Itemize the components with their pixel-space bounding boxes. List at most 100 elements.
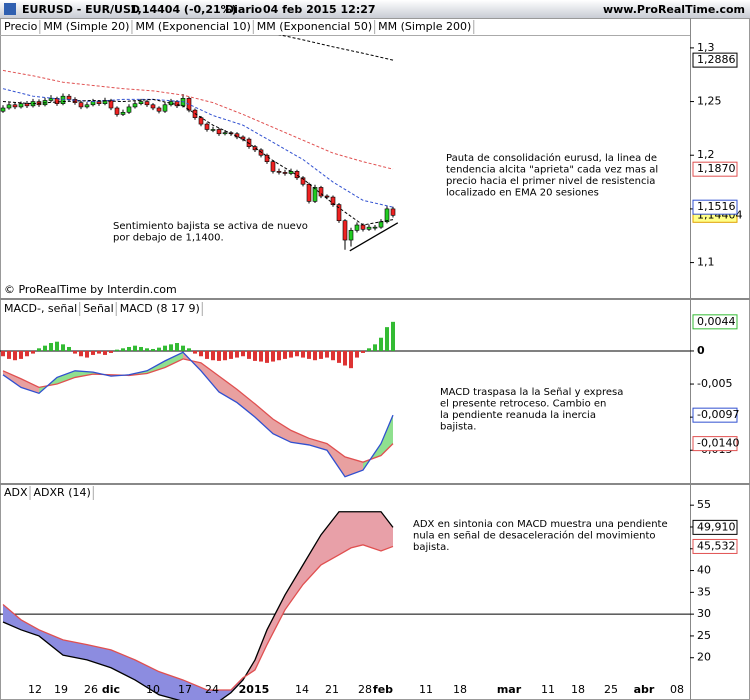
header-title: EURUSD - EUR/USD (22, 3, 140, 16)
histogram-bar (133, 345, 137, 351)
fill-band (201, 362, 219, 392)
candle-body (372, 226, 378, 229)
fill-band (309, 438, 327, 451)
value-label: 0,0044 (697, 315, 736, 328)
header-site: www.ProRealTime.com (603, 3, 745, 16)
fill-band (381, 511, 393, 551)
legend-entry[interactable]: MM (Simple 20) (43, 20, 129, 33)
candle-body (18, 103, 24, 108)
series-line (2, 511, 394, 700)
legend-entry[interactable]: Señal (83, 302, 114, 315)
histogram-bar (187, 348, 191, 351)
series-line (2, 69, 394, 170)
fill-band (21, 378, 39, 394)
legend-entry[interactable]: ADXR (14) (34, 486, 91, 499)
candle-body (282, 172, 288, 174)
candle-body (198, 117, 204, 125)
x-tick-label: 26 (84, 683, 98, 696)
candle-body (294, 171, 300, 179)
candle-body (252, 146, 258, 151)
legend-entry[interactable]: MM (Exponencial 50) (257, 20, 372, 33)
candle-body (156, 107, 162, 112)
x-tick-label: 2015 (239, 683, 270, 696)
candle-body (306, 183, 312, 202)
histogram-bar (253, 350, 257, 361)
fill-band (75, 370, 93, 378)
y-tick-label: 0 (697, 344, 705, 357)
value-label: 1,1870 (697, 162, 736, 175)
y-tick-label: -0,005 (697, 377, 732, 390)
candle-body (126, 106, 132, 113)
histogram-bar (283, 350, 287, 359)
histogram-bar (97, 350, 101, 354)
histogram-bar (331, 350, 335, 361)
candle-body (24, 103, 30, 107)
candle-body (348, 230, 354, 241)
header-quote: 1,14404 (-0,21%) (130, 3, 237, 16)
x-tick-label: 14 (295, 683, 309, 696)
header-bar (0, 0, 750, 18)
candle-body (354, 224, 360, 231)
fill-band (285, 564, 303, 610)
fill-band (327, 443, 345, 477)
annotation: el presente retroceso. Cambio en (440, 399, 606, 410)
x-tick-label: 24 (205, 683, 219, 696)
candle-body (114, 107, 120, 115)
y-tick-label: 1,2 (697, 148, 715, 161)
histogram-bar (391, 321, 395, 351)
histogram-bar (265, 350, 269, 363)
x-tick-label: 11 (419, 683, 433, 696)
panel-plot (0, 321, 690, 478)
x-tick-label: 08 (670, 683, 684, 696)
histogram-bar (1, 350, 5, 357)
histogram-bar (313, 350, 317, 361)
fill-band (21, 619, 39, 636)
x-tick-label: 11 (541, 683, 555, 696)
header-period: Diario (225, 3, 263, 16)
candle-body (108, 100, 114, 109)
histogram-bar (301, 350, 305, 358)
legend-entry[interactable]: MM (Simple 200) (378, 20, 471, 33)
candle-body (60, 95, 66, 105)
legend-entry[interactable]: Precio (4, 20, 38, 33)
histogram-bar (7, 350, 11, 359)
candle-body (120, 111, 126, 115)
histogram-bar (121, 348, 125, 351)
legend-entry[interactable]: ADX (4, 486, 28, 499)
histogram-bar (67, 346, 71, 351)
value-label: 49,910 (697, 520, 736, 533)
fill-band (219, 376, 237, 403)
candle-body (78, 102, 84, 108)
legend-entry[interactable]: MACD (8 17 9) (120, 302, 200, 315)
histogram-bar (349, 350, 353, 369)
histogram-bar (25, 350, 29, 357)
histogram-bar (199, 350, 203, 357)
value-label: 45,532 (697, 539, 736, 552)
series-line (2, 88, 394, 208)
y-tick-label: 55 (697, 498, 711, 511)
histogram-bar (223, 350, 227, 361)
y-tick-label: 1,3 (697, 41, 715, 54)
fill-band (165, 352, 183, 368)
frame (0, 18, 750, 700)
value-label: -0,0140 (697, 437, 739, 450)
series-line (278, 35, 394, 61)
candle-body (138, 101, 144, 105)
histogram-bar (175, 343, 179, 351)
candle-body (336, 204, 342, 222)
candle-body (264, 154, 270, 162)
histogram-bar (163, 345, 167, 351)
y-tick-label: 25 (697, 629, 711, 642)
legend-entry[interactable]: MACD-, señal (4, 302, 77, 315)
annotation: bajista. (440, 422, 476, 433)
y-tick-label: 20 (697, 651, 711, 664)
fill-band (159, 671, 183, 700)
fill-band (207, 689, 231, 700)
candle-body (366, 226, 372, 230)
legend-entry[interactable]: MM (Exponencial 10) (135, 20, 250, 33)
histogram-bar (151, 348, 155, 351)
candle-body (150, 104, 156, 109)
panel-plot (0, 35, 399, 252)
candle-body (0, 107, 6, 112)
